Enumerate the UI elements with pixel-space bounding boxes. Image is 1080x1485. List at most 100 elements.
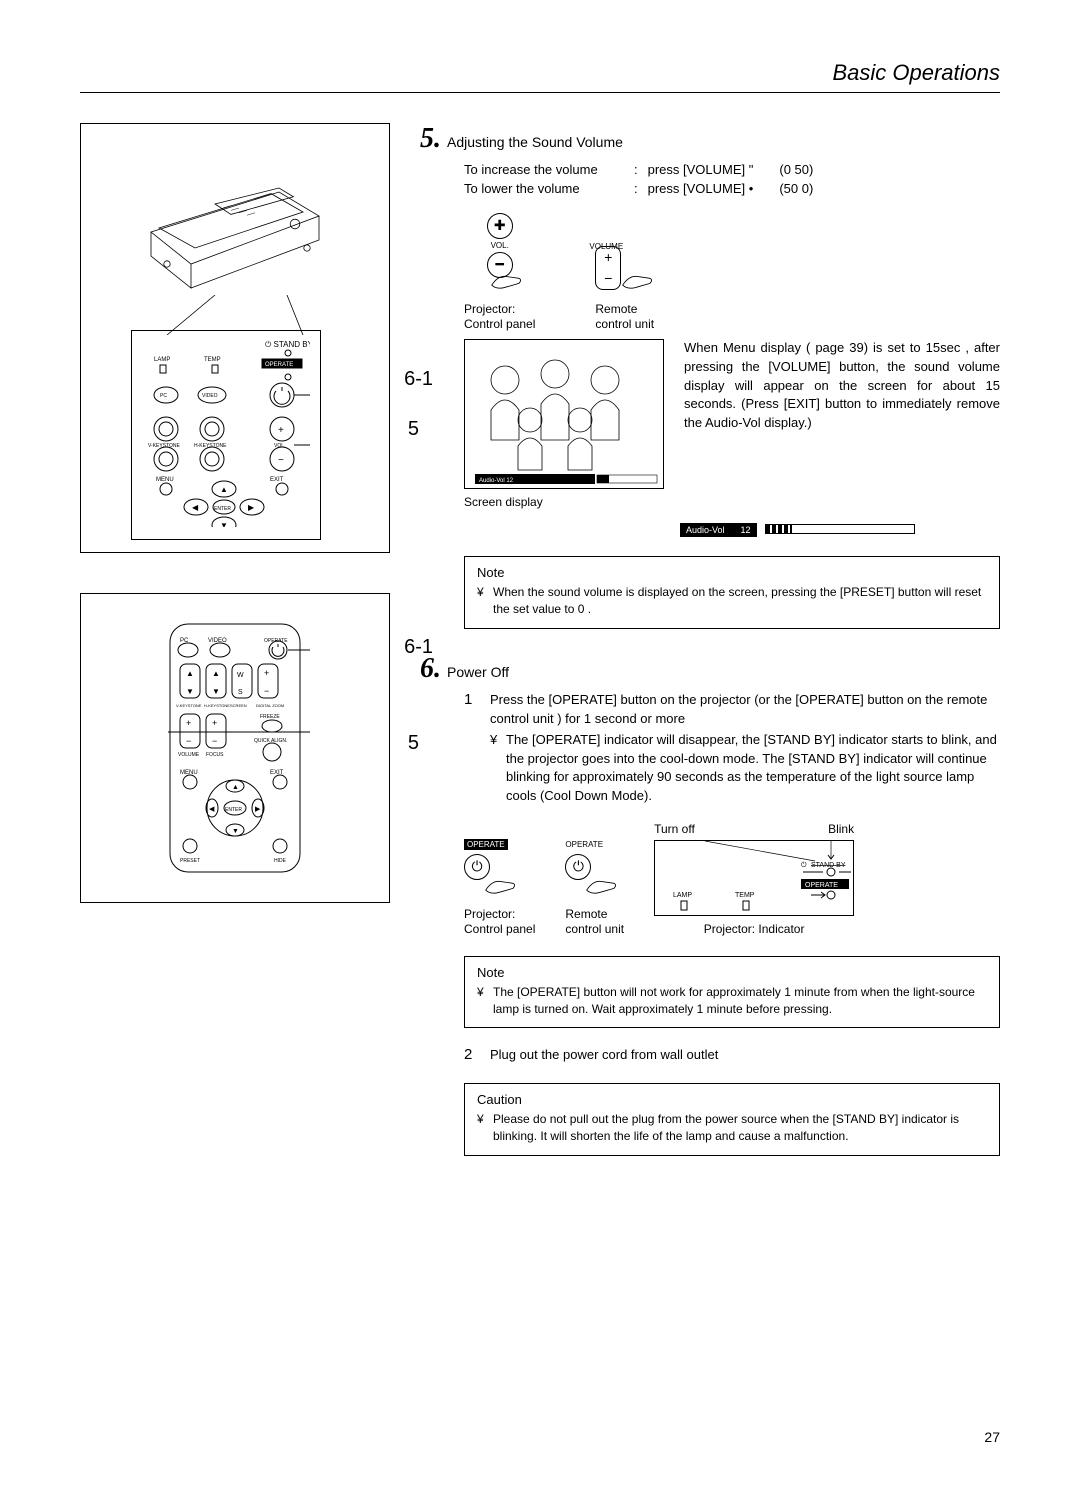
projector-svg (91, 144, 371, 304)
audio-vol-label: Audio-Vol (686, 525, 725, 535)
increase-label: To increase the volume (464, 161, 624, 180)
substep-1: 1 Press the [OPERATE] button on the proj… (464, 691, 1000, 806)
svg-text:⏻: ⏻ (801, 861, 807, 869)
remote-diagram: PC VIDEO OPERATE ▲▼ ▲▼ WS +− V-KEYSTONE … (80, 593, 390, 903)
projector-operate: OPERATE ⏻ Projector: Control panel (464, 834, 535, 938)
volume-label: VOLUME (589, 242, 655, 251)
step6-note1: Note ¥ The [OPERATE] button will not wor… (464, 956, 1000, 1029)
remote-label-1: Remote (595, 302, 637, 316)
audience-svg: Audio-Vol 12 (465, 340, 665, 490)
increase-range: (0 50) (779, 161, 813, 180)
callout-6-1-projector: 6-1 (404, 368, 433, 391)
finger-icon (484, 874, 518, 896)
zoom-lines (91, 295, 371, 335)
svg-text:FOCUS: FOCUS (206, 752, 224, 758)
finger-icon (585, 874, 619, 896)
svg-text:Audio-Vol 12: Audio-Vol 12 (479, 478, 514, 484)
screen-display-img: Audio-Vol 12 (464, 339, 664, 489)
screen-row: Audio-Vol 12 Screen display When Menu di… (464, 339, 1000, 511)
svg-text:▶: ▶ (255, 806, 261, 813)
blink-label: Blink (828, 822, 854, 836)
left-column: ⏻ STAND BY LAMP TEMP OPERATE PC VIDEO (80, 123, 390, 1156)
step-5-num: 5. (420, 123, 441, 155)
svg-text:W: W (237, 672, 244, 679)
remote-label-2: control unit (595, 317, 654, 331)
bullet-icon: ¥ (490, 731, 500, 806)
svg-text:EXIT: EXIT (270, 477, 284, 483)
remote-volume-control: +− VOLUME Remote control unit (595, 246, 655, 333)
menu-display-text: When Menu display ( page 39) is set to 1… (684, 339, 1000, 433)
svg-text:LAMP: LAMP (154, 357, 170, 363)
substep-1-text: Press the [OPERATE] button on the projec… (490, 691, 1000, 729)
indicator-block: Turn off Blink ⏻ STAND BY (654, 822, 854, 938)
substep-1-bullet: The [OPERATE] indicator will disappear, … (506, 731, 1000, 806)
svg-text:OPERATE: OPERATE (805, 882, 838, 889)
svg-text:+: + (264, 668, 269, 678)
indicator-box: ⏻ STAND BY OPERATE LAMP TEMP (654, 840, 854, 916)
screen-display-label: Screen display (464, 495, 664, 511)
remote-operate: OPERATE ⏻ Remote control unit (565, 834, 624, 938)
svg-text:▼: ▼ (186, 687, 194, 696)
svg-text:▼: ▼ (232, 828, 239, 835)
caution-body: Please do not pull out the plug from the… (493, 1111, 987, 1145)
bullet-icon: ¥ (477, 1111, 487, 1145)
svg-text:⏻ STAND BY: ⏻ STAND BY (265, 340, 310, 349)
svg-text:H-KEYSTONE: H-KEYSTONE (204, 703, 230, 708)
volume-rocker-icon: +− (595, 246, 621, 290)
svg-text:ENTER: ENTER (225, 807, 242, 813)
finger-icon (621, 269, 655, 291)
step5-note: Note ¥ When the sound volume is displaye… (464, 556, 1000, 629)
svg-text:V-KEYSTONE: V-KEYSTONE (148, 443, 181, 449)
right-column: 5. Adjusting the Sound Volume To increas… (420, 123, 1000, 1156)
svg-text:◀: ◀ (192, 503, 199, 512)
substep-1-num: 1 (464, 691, 478, 806)
lower-label: To lower the volume (464, 180, 624, 199)
step-5-title: Adjusting the Sound Volume (447, 134, 623, 150)
svg-text:−: − (186, 736, 191, 746)
callout-5-remote: 5 (408, 732, 419, 755)
callout-6-1-remote: 6-1 (404, 636, 433, 659)
proj-label-2: Control panel (464, 317, 535, 331)
caution-box: Caution ¥ Please do not pull out the plu… (464, 1083, 1000, 1156)
remote-label-1b: Remote (565, 907, 607, 921)
proj-label-2b: Control panel (464, 922, 535, 936)
svg-text:VIDEO: VIDEO (202, 393, 218, 399)
proj-indicator-label: Projector: Indicator (654, 922, 854, 938)
svg-text:▼: ▼ (212, 687, 220, 696)
content-area: ⏻ STAND BY LAMP TEMP OPERATE PC VIDEO (80, 123, 1000, 1156)
svg-text:▲: ▲ (220, 485, 228, 494)
operate-row: OPERATE ⏻ Projector: Control panel OPERA… (464, 822, 1000, 938)
note1-body: The [OPERATE] button will not work for a… (493, 984, 987, 1018)
audio-vol-bar: Audio-Vol 12 (680, 520, 1000, 538)
note-title: Note (477, 565, 987, 580)
control-panel-svg: ⏻ STAND BY LAMP TEMP OPERATE PC VIDEO (140, 337, 310, 527)
svg-text:+: + (212, 718, 217, 728)
callout-5-projector: 5 (408, 418, 419, 441)
step-5-volume-table: To increase the volume : press [VOLUME] … (464, 161, 1000, 199)
svg-text:LAMP: LAMP (673, 892, 692, 899)
substep-2-num: 2 (464, 1046, 478, 1065)
substep-2: 2 Plug out the power cord from wall outl… (464, 1046, 1000, 1065)
substep-2-text: Plug out the power cord from wall outlet (490, 1046, 1000, 1065)
vol-label: VOL. (491, 241, 509, 250)
svg-text:+: + (278, 425, 284, 436)
svg-text:TEMP: TEMP (735, 892, 755, 899)
svg-text:HIDE: HIDE (274, 858, 287, 864)
svg-text:−: − (278, 455, 284, 466)
lower-range: (50 0) (779, 180, 813, 199)
proj-label-1: Projector: (464, 302, 515, 316)
svg-text:▲: ▲ (186, 669, 194, 678)
svg-text:PC: PC (160, 393, 167, 399)
vol-plus-icon: ✚ (487, 213, 513, 239)
step-5-header: 5. Adjusting the Sound Volume (420, 123, 1000, 155)
remote-svg: PC VIDEO OPERATE ▲▼ ▲▼ WS +− V-KEYSTONE … (160, 618, 310, 878)
caution-title: Caution (477, 1092, 987, 1107)
audio-vol-value: 12 (741, 525, 751, 535)
projector-volume-control: ✚ VOL. ━ Projector: Control panel (464, 213, 535, 333)
remote-label-2b: control unit (565, 922, 624, 936)
svg-text:S: S (238, 689, 243, 696)
lower-action: press [VOLUME] • (648, 180, 754, 199)
svg-text:▶: ▶ (248, 503, 255, 512)
volume-controls-row: ✚ VOL. ━ Projector: Control panel +− VOL… (464, 213, 1000, 333)
operate-inv-label: OPERATE (464, 839, 508, 850)
